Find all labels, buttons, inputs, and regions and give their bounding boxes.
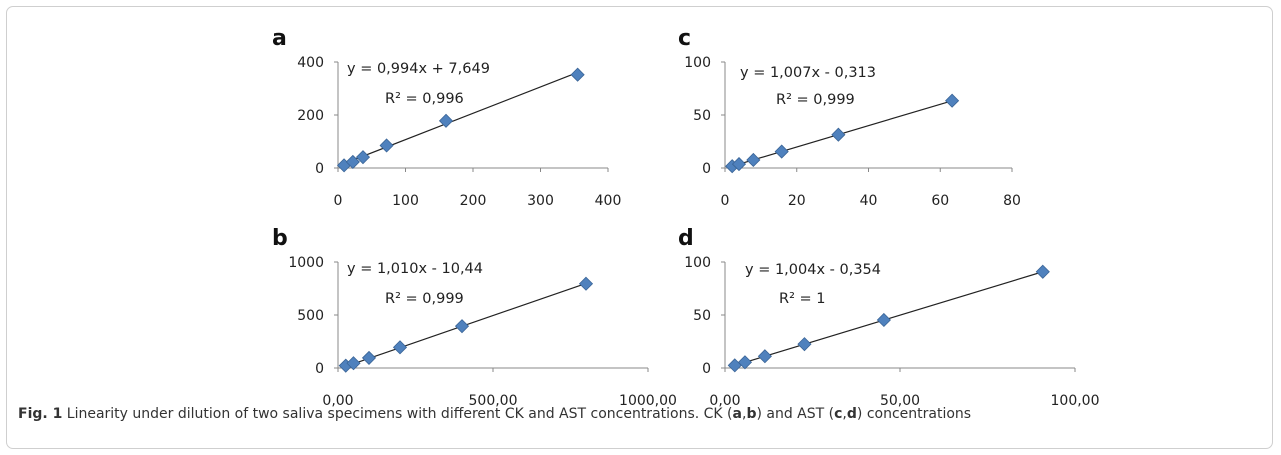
y-tick-label-c-2: 100 (684, 55, 711, 71)
y-tick-label-a-2: 400 (297, 55, 324, 71)
figure-frame (6, 6, 1273, 449)
data-point-c-2 (746, 152, 761, 168)
caption-label: Fig. 1 (18, 406, 63, 422)
data-point-a-5 (570, 67, 585, 82)
y-tick-label-b-1: 500 (297, 308, 324, 324)
y-tick-label-d-0: 0 (702, 361, 711, 377)
trendline-a (343, 71, 578, 165)
r2-label-a: R² = 0,996 (385, 91, 464, 107)
x-tick-label-b-2: 1000,00 (619, 393, 677, 409)
caption-text-2: ) and AST ( (756, 406, 835, 422)
caption-comma-1: , (741, 406, 747, 422)
caption-ref-b: b (746, 406, 757, 422)
data-point-b-1 (346, 356, 361, 371)
x-tick-label-c-3: 60 (931, 193, 949, 209)
panel-label-d: d (678, 226, 694, 251)
y-tick-label-b-0: 0 (315, 361, 324, 377)
y-tick-label-d-2: 100 (684, 255, 711, 271)
x-tick-label-b-1: 500,00 (469, 393, 518, 409)
x-tick-label-c-1: 20 (788, 193, 806, 209)
caption-text-1: Linearity under dilution of two saliva s… (62, 406, 733, 422)
x-tick-label-a-4: 400 (595, 193, 622, 209)
data-point-d-1 (737, 355, 753, 370)
caption-text-3: ) concentrations (856, 406, 972, 422)
data-point-b-2 (361, 350, 377, 365)
data-point-a-4 (438, 113, 454, 128)
data-point-c-3 (774, 144, 789, 159)
data-point-b-5 (578, 276, 594, 291)
x-tick-label-d-0: 0,00 (709, 393, 740, 409)
r2-label-d: R² = 1 (779, 291, 825, 307)
equation-label-d: y = 1,004x - 0,354 (745, 262, 881, 278)
x-tick-label-d-1: 50,00 (880, 393, 920, 409)
y-tick-label-b-2: 1000 (288, 255, 324, 271)
x-tick-label-a-1: 100 (392, 193, 419, 209)
x-tick-label-a-2: 200 (460, 193, 487, 209)
y-tick-label-c-1: 50 (693, 108, 711, 124)
r2-label-c: R² = 0,999 (776, 92, 855, 108)
equation-label-a: y = 0,994x + 7,649 (347, 61, 490, 77)
data-point-a-3 (379, 138, 394, 153)
data-point-a-1 (345, 154, 360, 169)
data-point-d-0 (727, 358, 742, 373)
figure-caption: Fig. 1 Linearity under dilution of two s… (18, 403, 1268, 425)
data-point-d-3 (797, 337, 812, 352)
r2-label-b: R² = 0,999 (385, 291, 464, 307)
data-point-d-5 (1035, 264, 1050, 279)
x-tick-label-c-0: 0 (721, 193, 730, 209)
y-tick-label-a-1: 200 (297, 108, 324, 124)
caption-ref-a: a (732, 406, 742, 422)
x-tick-label-c-4: 80 (1003, 193, 1021, 209)
caption-ref-d: d (846, 406, 857, 422)
x-tick-label-a-0: 0 (334, 193, 343, 209)
x-tick-label-b-0: 0,00 (322, 393, 353, 409)
y-tick-label-d-1: 50 (693, 308, 711, 324)
caption-ref-c: c (834, 406, 843, 422)
data-point-b-3 (392, 340, 408, 355)
data-point-b-4 (454, 319, 470, 334)
data-point-c-1 (731, 157, 747, 172)
panel-label-a: a (272, 26, 287, 51)
x-tick-label-d-2: 100,00 (1051, 393, 1100, 409)
equation-label-b: y = 1,010x - 10,44 (347, 261, 483, 277)
panel-label-c: c (678, 26, 691, 51)
data-point-d-2 (757, 349, 772, 364)
caption-comma-2: , (842, 406, 847, 422)
y-tick-label-a-0: 0 (315, 161, 324, 177)
x-tick-label-a-3: 300 (527, 193, 554, 209)
y-tick-label-c-0: 0 (702, 161, 711, 177)
equation-label-c: y = 1,007x - 0,313 (740, 65, 876, 81)
data-point-a-2 (355, 150, 371, 165)
data-point-d-4 (876, 312, 891, 328)
x-tick-label-c-2: 40 (860, 193, 878, 209)
data-point-c-4 (831, 127, 846, 142)
data-point-c-5 (945, 93, 960, 108)
panel-label-b: b (272, 226, 288, 251)
